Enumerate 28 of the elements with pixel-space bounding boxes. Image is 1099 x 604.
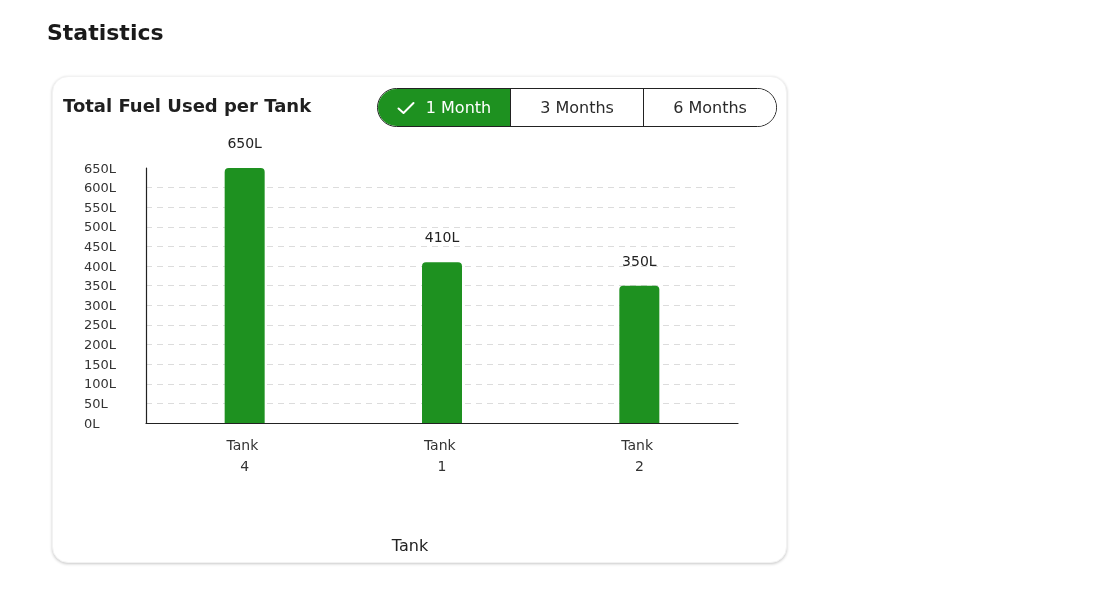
- bar: [224, 168, 265, 423]
- y-tick-label: 200L: [84, 337, 117, 353]
- data-label: 410L: [424, 229, 460, 246]
- y-tick-label: 300L: [84, 297, 117, 313]
- y-tick-label: 0L: [84, 415, 101, 431]
- y-tick-label: 500L: [84, 219, 117, 235]
- period-toggle[interactable]: 1 Month: [378, 89, 510, 126]
- y-tick-label: 350L: [84, 278, 117, 294]
- x-axis-title: Tank: [390, 535, 429, 555]
- x-tick-label: Tank 4: [225, 436, 263, 474]
- x-tick-label: Tank 2: [620, 436, 658, 474]
- y-tick-label: 600L: [84, 180, 117, 196]
- y-tick-label: 50L: [84, 395, 109, 411]
- y-tick-label: 450L: [84, 238, 117, 254]
- data-label: 650L: [227, 135, 263, 151]
- text: Statistics: [47, 19, 164, 47]
- bar: [422, 262, 462, 423]
- y-tick-label: 400L: [84, 258, 117, 274]
- y-tick-label: 150L: [84, 356, 117, 372]
- chart-title: Total Fuel Used per Tank: [63, 94, 313, 116]
- data-label: 350L: [622, 252, 657, 269]
- y-tick-label: 250L: [84, 317, 117, 333]
- y-tick-label: 100L: [84, 376, 117, 392]
- bar: [619, 285, 660, 423]
- y-tick-label: 550L: [84, 199, 117, 215]
- x-tick-label: Tank 1: [422, 436, 461, 474]
- period-toggle[interactable]: 6 Months: [643, 89, 776, 126]
- y-tick-label: 650L: [84, 160, 117, 176]
